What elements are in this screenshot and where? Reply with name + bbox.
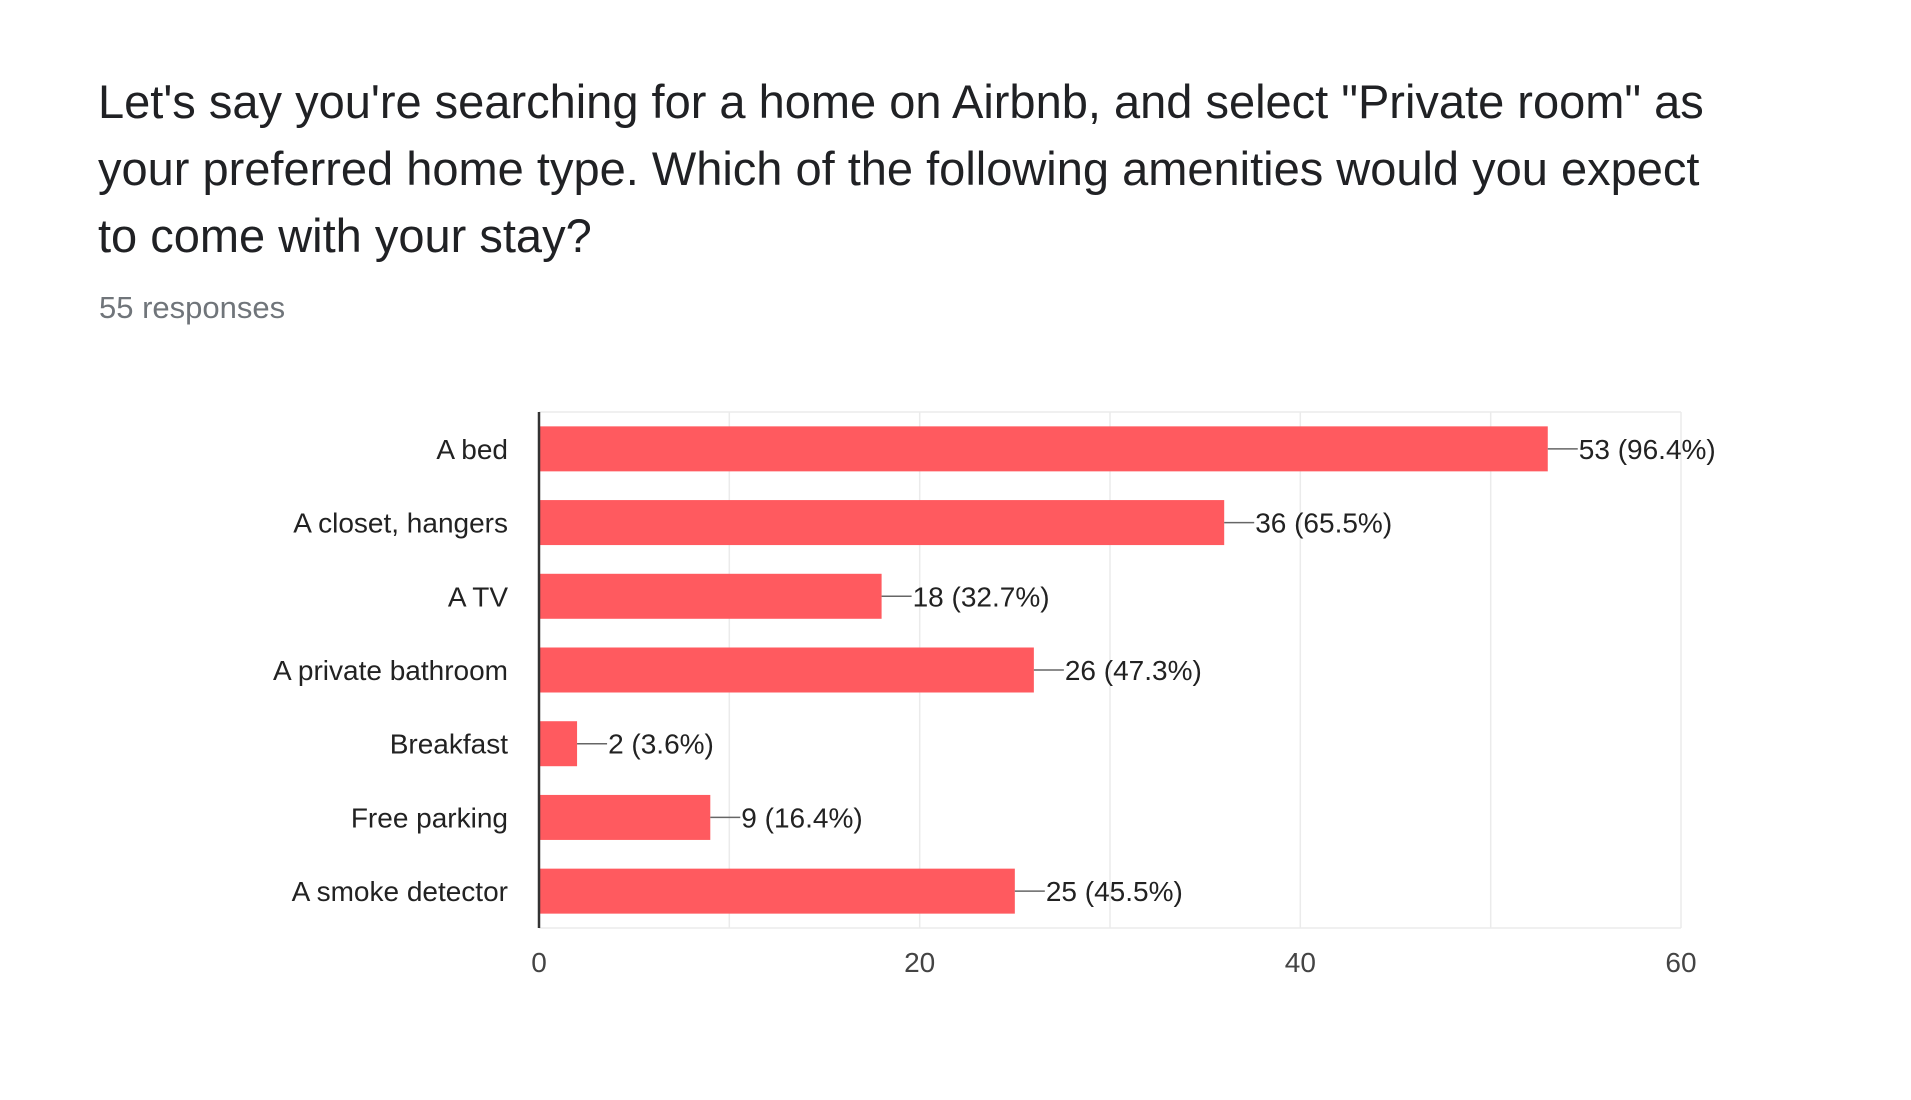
data-label-a-bed: 53 (96.4%) [1579, 434, 1716, 465]
bar-a-tv [539, 573, 882, 619]
category-label-breakfast: Breakfast [390, 729, 508, 760]
bar-a-bed [539, 426, 1548, 472]
category-label-a-tv: A TV [448, 581, 509, 612]
bars [539, 426, 1548, 914]
gridlines [539, 411, 1682, 929]
data-label-breakfast: 2 (3.6%) [608, 729, 714, 760]
question-title: Let's say you're searching for a home on… [98, 75, 1704, 262]
x-tick-label: 20 [904, 947, 935, 978]
data-label-a-private-bathroom: 26 (47.3%) [1065, 655, 1202, 686]
category-label-a-closet-hangers: A closet, hangers [293, 508, 508, 539]
response-count: 55 responses [99, 290, 286, 325]
bar-breakfast [539, 721, 578, 767]
category-label-a-smoke-detector: A smoke detector [292, 876, 508, 907]
data-label-a-smoke-detector: 25 (45.5%) [1046, 876, 1183, 907]
category-label-a-bed: A bed [436, 434, 508, 465]
labels: 53 (96.4%) A bed 36 (65.5%) A closet, hange… [273, 434, 1716, 978]
data-label-a-tv: 18 (32.7%) [913, 581, 1050, 612]
bar-a-private-bathroom [539, 647, 1034, 693]
bar-free-parking [539, 794, 711, 840]
bar-a-smoke-detector [539, 868, 1015, 914]
data-label-free-parking: 9 (16.4%) [741, 802, 862, 833]
category-label-a-private-bathroom: A private bathroom [273, 655, 508, 686]
x-tick-label: 60 [1665, 947, 1696, 978]
x-tick-label: 40 [1285, 947, 1316, 978]
x-tick-label: 0 [531, 947, 547, 978]
category-label-free-parking: Free parking [351, 802, 508, 833]
data-label-a-closet-hangers: 36 (65.5%) [1255, 508, 1392, 539]
bar-a-closet-hangers [539, 500, 1225, 546]
